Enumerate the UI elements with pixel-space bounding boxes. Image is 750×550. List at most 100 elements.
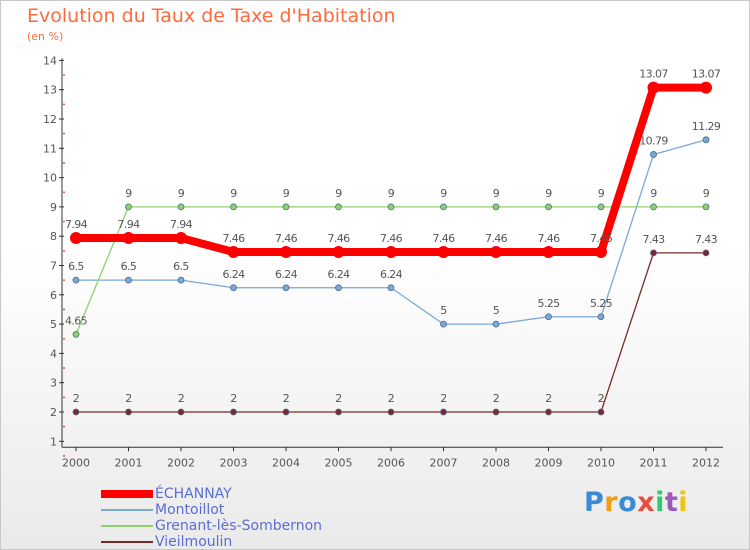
data-label-1: 11.29: [692, 120, 721, 133]
data-label-0: 7.46: [275, 232, 298, 245]
series-point-1: [125, 276, 132, 284]
data-label-2: 9: [230, 187, 237, 200]
logo-letter: o: [618, 487, 638, 518]
chart-subtitle: (en %): [27, 30, 64, 43]
y-minor-tick: [63, 191, 65, 194]
data-label-1: 6.24: [380, 268, 403, 281]
series-point-2: [177, 203, 185, 211]
data-label-3: 2: [125, 392, 131, 405]
series-point-0: [332, 246, 345, 259]
series-point-2: [387, 203, 395, 211]
series-point-3: [597, 408, 605, 416]
x-tick-label: 2003: [220, 456, 248, 469]
series-point-2: [702, 203, 710, 211]
logo-letter: i: [655, 487, 665, 518]
data-label-3: 2: [493, 392, 499, 405]
y-tick-label: 2: [50, 406, 57, 419]
data-label-3: 2: [230, 392, 236, 405]
series-point-2: [650, 203, 657, 211]
legend-swatch-echannay: [101, 490, 153, 498]
data-label-2: 9: [440, 187, 447, 200]
legend-label-montoillot: Montoillot: [155, 502, 225, 518]
y-minor-tick: [63, 103, 65, 106]
data-label-2: 9: [178, 187, 185, 200]
x-tick-label: 2004: [272, 456, 300, 469]
series-point-0: [490, 246, 502, 259]
series-point-3: [335, 408, 342, 416]
data-label-2: 9: [650, 187, 657, 200]
series-point-2: [72, 330, 80, 338]
data-label-3: 2: [73, 392, 79, 405]
series-point-0: [70, 231, 82, 244]
data-label-0: 7.46: [590, 232, 613, 245]
series-point-1: [282, 284, 290, 292]
series-point-3: [702, 249, 710, 257]
y-tick-label: 9: [50, 201, 57, 214]
series-point-1: [440, 320, 447, 328]
data-label-0: 7.46: [327, 232, 350, 245]
data-label-1: 5: [440, 304, 447, 317]
series-point-3: [440, 408, 447, 416]
series-point-0: [542, 246, 555, 259]
y-tick-label: 5: [50, 318, 57, 331]
series-point-1: [650, 151, 657, 158]
legend-label-grenant: Grenant-lès-Sombernon: [155, 518, 323, 534]
data-label-1: 6.24: [327, 268, 350, 281]
x-tick-label: 2006: [377, 456, 405, 469]
data-label-3: 7.43: [642, 233, 665, 246]
series-point-2: [335, 203, 342, 211]
data-label-2: 4.65: [65, 314, 88, 327]
y-tick-label: 14: [43, 54, 57, 67]
series-point-1: [335, 284, 342, 292]
data-label-1: 5.25: [590, 297, 613, 310]
data-label-0: 7.46: [537, 232, 560, 245]
series-point-0: [175, 231, 187, 244]
series-point-2: [597, 203, 605, 211]
y-tick-label: 10: [43, 172, 57, 185]
data-label-1: 5: [493, 304, 500, 317]
series-point-2: [492, 203, 500, 211]
data-label-0: 7.46: [485, 232, 508, 245]
x-tick-label: 2002: [167, 456, 195, 469]
series-point-3: [545, 408, 552, 416]
data-label-1: 6.24: [222, 268, 245, 281]
logo-letter: t: [664, 487, 679, 518]
series-point-2: [440, 203, 447, 211]
series-point-3: [282, 408, 290, 416]
series-point-1: [597, 313, 605, 321]
data-label-2: 9: [125, 187, 132, 200]
y-tick-label: 4: [50, 347, 57, 360]
data-label-0: 7.46: [432, 232, 455, 245]
series-point-2: [282, 203, 290, 211]
data-label-3: 2: [598, 392, 604, 405]
logo-letter: i: [678, 487, 689, 518]
series-point-3: [177, 408, 185, 416]
y-tick-label: 7: [50, 260, 57, 273]
series-point-1: [177, 276, 185, 284]
data-label-0: 7.46: [222, 232, 245, 245]
x-tick-label: 2001: [115, 456, 143, 469]
series-point-0: [700, 81, 712, 94]
series-point-3: [650, 249, 657, 257]
series-point-1: [492, 320, 500, 328]
y-minor-tick: [63, 220, 65, 223]
series-point-3: [492, 408, 500, 416]
chart-title: Evolution du Taux de Taxe d'Habitation: [27, 5, 396, 27]
data-label-0: 13.07: [692, 68, 721, 81]
y-minor-tick: [63, 367, 65, 369]
y-tick-label: 6: [50, 289, 57, 302]
data-label-3: 2: [545, 392, 551, 405]
y-minor-tick: [63, 74, 65, 76]
series-point-1: [387, 284, 395, 292]
proxiti-logo: Proxiti: [584, 487, 688, 518]
series-point-0: [227, 246, 240, 259]
x-tick-label: 2010: [587, 456, 615, 469]
data-label-3: 2: [283, 392, 289, 405]
data-label-2: 9: [703, 187, 710, 200]
data-label-0: 7.94: [117, 218, 140, 231]
series-point-1: [702, 136, 710, 144]
data-label-1: 10.79: [639, 134, 668, 147]
series-point-3: [387, 408, 395, 416]
data-label-1: 5.25: [537, 297, 560, 310]
